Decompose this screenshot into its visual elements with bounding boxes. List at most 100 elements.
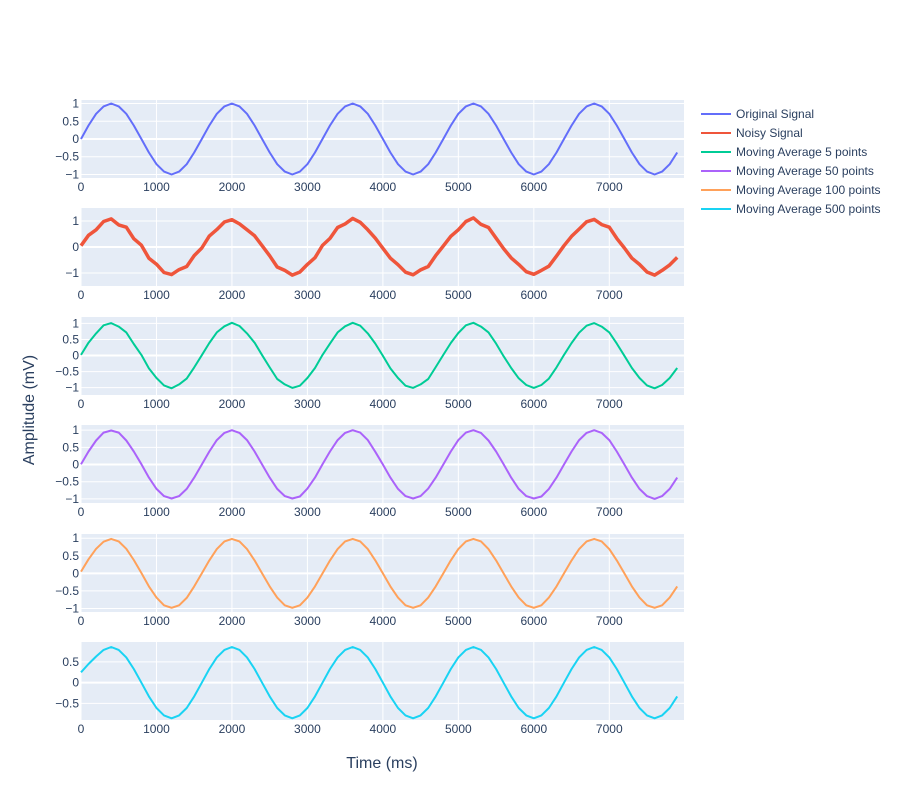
x-tick-label: 3000: [294, 397, 321, 411]
x-tick-label: 4000: [370, 180, 397, 194]
y-tick-label: −0.5: [55, 696, 79, 710]
x-tick-label: 4000: [370, 614, 397, 628]
y-tick-label: 0: [72, 349, 79, 363]
x-tick-label: 3000: [294, 180, 321, 194]
x-tick-label: 2000: [219, 505, 246, 519]
x-tick-label: 2000: [219, 614, 246, 628]
x-tick-label: 6000: [520, 722, 547, 736]
subplot-4: 0 1000 2000 3000 4000 5000 6000 7000 −1 −0.5 0 0.5 1: [55, 423, 684, 519]
series-line-5: [80, 537, 679, 609]
legend-item[interactable]: Original Signal: [701, 107, 814, 121]
x-tick-label: 0: [78, 722, 85, 736]
y-tick-label: −1: [65, 266, 79, 280]
x-tick-label: 6000: [520, 614, 547, 628]
subplot-3: 0 1000 2000 3000 4000 5000 6000 7000 −1 −0.5 0 0.5 1: [55, 316, 684, 411]
y-tick-label: 0.5: [62, 114, 79, 128]
y-axis-title: Amplitude (mV): [21, 355, 38, 465]
y-tick-label: −0.5: [55, 150, 79, 164]
subplot-2: 0 1000 2000 3000 4000 5000 6000 7000 −1 0 1: [65, 208, 684, 302]
x-tick-label: 1000: [143, 722, 170, 736]
legend-label: Noisy Signal: [736, 126, 803, 140]
x-tick-label: 1000: [143, 397, 170, 411]
x-tick-label: 0: [78, 614, 85, 628]
y-tick-label: 0.5: [62, 549, 79, 563]
subplot-5: 0 1000 2000 3000 4000 5000 6000 7000 −1 −0.5 0 0.5 1: [55, 531, 684, 628]
legend-label: Original Signal: [736, 107, 814, 121]
x-tick-label: 4000: [370, 288, 397, 302]
y-tick-label: −0.5: [55, 365, 79, 379]
x-tick-label: 3000: [294, 288, 321, 302]
legend-item[interactable]: Moving Average 100 points: [701, 183, 881, 197]
x-tick-label: 6000: [520, 180, 547, 194]
x-tick-label: 7000: [596, 288, 623, 302]
x-tick-label: 5000: [445, 288, 472, 302]
y-tick-label: 1: [72, 214, 79, 228]
y-tick-label: 1: [72, 423, 79, 437]
x-tick-label: 6000: [520, 288, 547, 302]
y-tick-label: 1: [72, 97, 79, 111]
x-tick-label: 7000: [596, 180, 623, 194]
x-tick-label: 5000: [445, 180, 472, 194]
y-tick-label: 0: [72, 132, 79, 146]
subplot-1: 0 1000 2000 3000 4000 5000 6000 7000 −1 −0.5 0 0.5 1: [55, 97, 684, 194]
x-tick-label: 0: [78, 397, 85, 411]
x-tick-label: 5000: [445, 614, 472, 628]
legend-item[interactable]: Noisy Signal: [701, 126, 803, 140]
x-tick-label: 2000: [219, 288, 246, 302]
x-tick-label: 0: [78, 288, 85, 302]
x-tick-label: 2000: [219, 397, 246, 411]
x-tick-label: 5000: [445, 505, 472, 519]
y-tick-label: −1: [65, 167, 79, 181]
x-tick-label: 6000: [520, 505, 547, 519]
x-tick-label: 0: [78, 505, 85, 519]
x-tick-label: 7000: [596, 722, 623, 736]
y-tick-label: 0.5: [62, 332, 79, 346]
x-tick-label: 0: [78, 180, 85, 194]
x-tick-label: 7000: [596, 505, 623, 519]
legend-item[interactable]: Moving Average 50 points: [701, 164, 874, 178]
legend-label: Moving Average 500 points: [736, 202, 881, 216]
x-tick-label: 4000: [370, 397, 397, 411]
legend-item[interactable]: Moving Average 500 points: [701, 202, 881, 216]
x-tick-label: 5000: [445, 397, 472, 411]
y-tick-label: 1: [72, 531, 79, 545]
subplot-6: 0 1000 2000 3000 4000 5000 6000 7000 −0.5 0 0.5: [55, 642, 684, 736]
y-tick-label: −1: [65, 492, 79, 506]
legend-item[interactable]: Moving Average 5 points: [701, 145, 867, 159]
x-tick-label: 4000: [370, 505, 397, 519]
x-tick-label: 4000: [370, 722, 397, 736]
y-tick-label: 0: [72, 676, 79, 690]
y-tick-label: −0.5: [55, 475, 79, 489]
x-tick-label: 2000: [219, 180, 246, 194]
y-tick-label: 0: [72, 566, 79, 580]
legend-label: Moving Average 100 points: [736, 183, 881, 197]
series-line-2: [79, 216, 679, 277]
legend-label: Moving Average 50 points: [736, 164, 874, 178]
legend: Original Signal Noisy Signal Moving Averag…: [701, 107, 881, 216]
x-tick-label: 1000: [143, 505, 170, 519]
y-tick-label: −1: [65, 381, 79, 395]
x-tick-label: 3000: [294, 505, 321, 519]
x-tick-label: 1000: [143, 614, 170, 628]
x-tick-label: 1000: [143, 180, 170, 194]
x-axis-title: Time (ms): [346, 755, 417, 772]
series-line-6: [80, 646, 679, 720]
y-tick-label: −0.5: [55, 584, 79, 598]
y-tick-label: 0.5: [62, 440, 79, 454]
x-tick-label: 7000: [596, 397, 623, 411]
x-tick-label: 3000: [294, 722, 321, 736]
x-tick-label: 2000: [219, 722, 246, 736]
series-line-1: [80, 102, 679, 176]
x-tick-label: 1000: [143, 288, 170, 302]
series-line-3: [80, 321, 679, 390]
x-tick-label: 3000: [294, 614, 321, 628]
x-tick-label: 5000: [445, 722, 472, 736]
y-tick-label: 0: [72, 458, 79, 472]
y-tick-label: 0: [72, 240, 79, 254]
series-line-4: [80, 429, 679, 500]
x-tick-label: 6000: [520, 397, 547, 411]
y-tick-label: 0.5: [62, 655, 79, 669]
y-tick-label: −1: [65, 601, 79, 615]
